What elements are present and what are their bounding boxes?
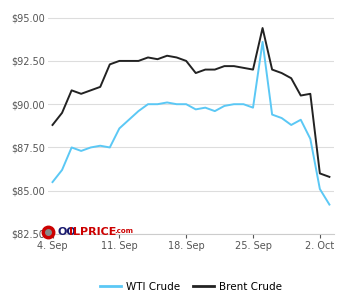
Legend: WTI Crude, Brent Crude: WTI Crude, Brent Crude (96, 278, 286, 296)
Text: ILPRICE: ILPRICE (69, 227, 116, 237)
Text: OO: OO (57, 227, 76, 237)
Text: .com: .com (115, 228, 134, 234)
